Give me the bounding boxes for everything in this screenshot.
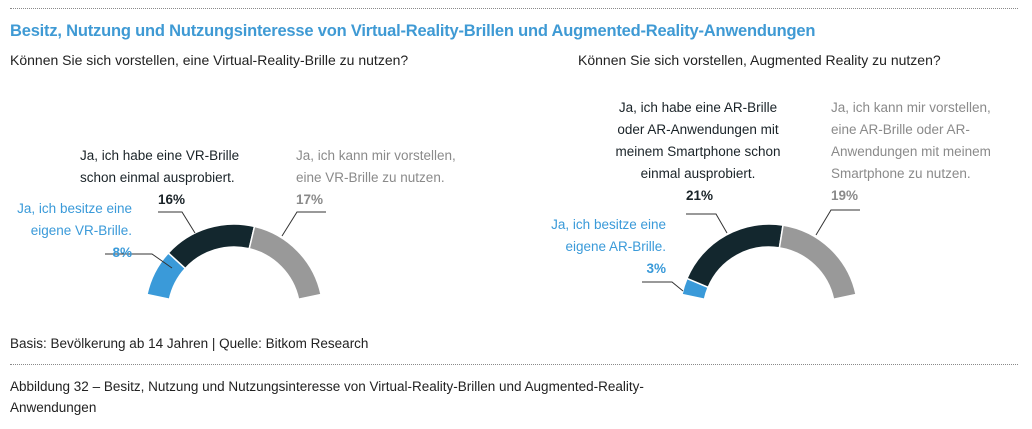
vr-label-own: Ja, ich besitze eine eigene VR-Brille. 8… (10, 198, 132, 264)
vr-leader-tried (158, 211, 196, 234)
ar-value-own: 3% (646, 261, 666, 276)
ar-value-tried: 21% (686, 188, 714, 203)
ar-leader-imagine (815, 209, 860, 236)
ar-label-own: Ja, ich besitze eine eigene AR-Brille. 3… (520, 214, 666, 280)
top-divider (10, 8, 1018, 9)
vr-value-imagine: 17% (296, 192, 324, 207)
vr-leader-imagine (281, 211, 326, 237)
vr-value-own: 8% (112, 245, 132, 260)
ar-leader-tried (686, 213, 728, 234)
ar-label-imagine: Ja, ich kann mir vorstellen, eine AR-Bri… (831, 97, 991, 207)
vr-label-tried: Ja, ich habe eine VR-Brille schon einmal… (80, 145, 239, 211)
ar-question: Können Sie sich vorstellen, Augmented Re… (578, 52, 941, 68)
ar-label-tried: Ja, ich habe eine AR-Brille oder AR-Anwe… (605, 97, 791, 207)
ar-gauge (642, 209, 860, 301)
ar-segment-imagine (778, 224, 857, 301)
vr-segment-imagine (248, 225, 322, 301)
vr-question: Können Sie sich vorstellen, eine Virtual… (10, 52, 409, 68)
vr-value-tried: 16% (158, 192, 186, 207)
figure-caption: Abbildung 32 – Besitz, Nutzung und Nutzu… (10, 379, 644, 415)
vr-gauge (105, 211, 326, 301)
vr-segment-tried (167, 223, 256, 270)
vr-leader-own (105, 253, 173, 269)
ar-value-imagine: 19% (831, 188, 859, 203)
ar-leader-own (642, 281, 684, 292)
ar-segment-tried (686, 223, 784, 289)
source-note: Basis: Bevölkerung ab 14 Jahren | Quelle… (10, 336, 369, 351)
chart-title: Besitz, Nutzung und Nutzungsinteresse vo… (10, 22, 816, 40)
bottom-divider (10, 364, 1018, 365)
vr-label-imagine: Ja, ich kann mir vorstellen, eine VR-Bri… (296, 145, 456, 211)
